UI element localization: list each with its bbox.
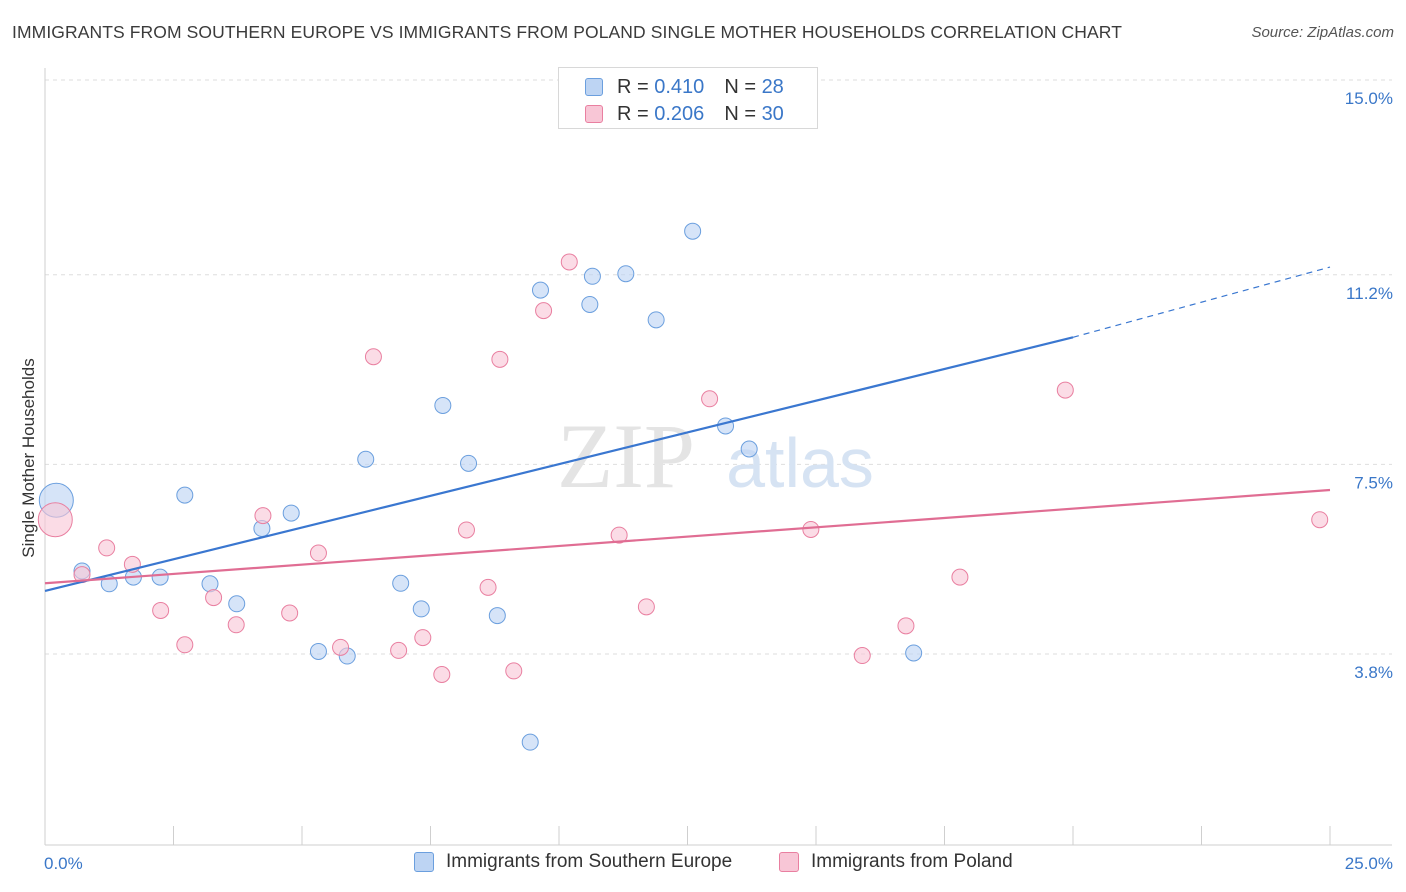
legend-swatch-pink (779, 852, 799, 872)
point-poland-17 (479, 578, 497, 596)
point-southern-europe-17 (488, 607, 506, 625)
point-southern-europe-26 (740, 440, 758, 458)
x-tick-label-0: 0.0% (44, 854, 83, 873)
point-southern-europe-5 (176, 486, 194, 504)
legend-n-label: N = (724, 102, 756, 125)
point-southern-europe-9 (282, 504, 300, 522)
chart-title: IMMIGRANTS FROM SOUTHERN EUROPE VS IMMIG… (12, 22, 1123, 42)
point-southern-europe-12 (357, 450, 375, 468)
point-southern-europe-22 (617, 265, 635, 283)
point-poland-30 (1311, 511, 1329, 529)
y-tick-label-2: 11.2% (1346, 284, 1393, 303)
point-poland-23 (637, 598, 655, 616)
legend-r-value: 0.410 (654, 75, 705, 98)
watermark: ZIP atlas (557, 405, 874, 507)
legend-label-southern-europe: Immigrants from Southern Europe (446, 851, 733, 872)
grid-lines (45, 79, 1392, 655)
point-southern-europe-21 (583, 267, 601, 285)
y-tick-label-0: 3.8% (1354, 663, 1393, 682)
point-southern-europe-24 (684, 222, 702, 240)
point-poland-11 (332, 638, 350, 656)
legend-r-label: R = (617, 75, 649, 98)
point-southern-europe-7 (228, 595, 246, 613)
point-poland-22 (610, 526, 628, 544)
y-axis-label: Single Mother Households (19, 358, 38, 557)
point-southern-europe-15 (434, 396, 452, 414)
point-poland-7 (227, 616, 245, 634)
point-poland-18 (491, 350, 509, 368)
point-poland-24 (701, 390, 719, 408)
point-southern-europe-4 (151, 568, 169, 586)
point-poland-27 (897, 617, 915, 635)
legend-r-value: 0.206 (654, 102, 705, 125)
trend-line-poland (44, 488, 1331, 585)
point-southern-europe-10 (309, 642, 327, 660)
trend-lines (44, 266, 1331, 593)
point-poland-19 (505, 662, 523, 680)
legend-n-value: 28 (761, 75, 784, 98)
legend-n-value: 30 (761, 102, 784, 125)
axes (44, 68, 1392, 846)
point-poland-15 (433, 666, 451, 683)
legend-item-poland: Immigrants from Poland (779, 851, 1013, 873)
point-poland-28 (951, 568, 969, 586)
series-legend: Immigrants from Southern Europe Immigran… (0, 851, 1406, 879)
legend-swatch-blue (414, 852, 434, 872)
watermark-zip: ZIP (557, 405, 695, 507)
point-poland-5 (176, 636, 194, 654)
point-poland-12 (364, 348, 382, 366)
point-southern-europe-19 (531, 281, 549, 299)
point-southern-europe-18 (521, 733, 539, 751)
point-poland-6 (205, 589, 223, 607)
legend-r-label: R = (617, 102, 649, 125)
y-tick-label-3: 15.0% (1345, 89, 1393, 108)
legend-label-poland: Immigrants from Poland (811, 851, 1013, 872)
point-southern-europe-14 (412, 600, 430, 618)
point-southern-europe-25 (717, 417, 735, 435)
legend-n-label: N = (724, 75, 756, 98)
point-poland-10 (309, 544, 327, 562)
point-southern-europe-16 (460, 454, 478, 472)
legend-swatch-blue (585, 78, 603, 96)
correlation-legend: R = 0.410 N = 28 R = 0.206 N = 30 (558, 67, 818, 129)
legend-swatch-pink (585, 105, 603, 123)
point-poland-2 (98, 539, 116, 557)
point-poland-21 (560, 253, 578, 271)
watermark-atlas: atlas (726, 424, 874, 502)
source-label: Source: ZipAtlas.com (1251, 24, 1394, 41)
legend-row-southern-europe: R = 0.410 N = 28 (585, 74, 784, 100)
x-tick-label-1: 25.0% (1345, 854, 1393, 873)
point-poland-14 (414, 629, 432, 647)
legend-item-southern-europe: Immigrants from Southern Europe (414, 851, 732, 873)
point-southern-europe-23 (647, 311, 665, 329)
point-southern-europe-20 (581, 295, 599, 313)
data-points (37, 222, 1329, 751)
point-southern-europe-13 (392, 574, 410, 592)
point-poland-13 (390, 641, 408, 659)
trend-extension-southern-europe (1072, 266, 1331, 338)
point-southern-europe-27 (905, 644, 923, 662)
trend-line-southern-europe (44, 336, 1074, 593)
point-poland-29 (1056, 381, 1074, 399)
point-poland-16 (457, 521, 475, 539)
point-poland-4 (152, 601, 170, 619)
legend-row-poland: R = 0.206 N = 30 (585, 101, 784, 127)
point-poland-20 (535, 302, 553, 320)
y-tick-label-1: 7.5% (1354, 473, 1393, 492)
point-poland-8 (254, 507, 272, 525)
point-poland-25 (802, 520, 820, 538)
point-poland-0 (37, 502, 73, 538)
tick-labels: 3.8% 7.5% 11.2% 15.0% 0.0% 25.0% (44, 89, 1393, 873)
point-poland-9 (281, 604, 299, 622)
point-poland-26 (853, 647, 871, 665)
